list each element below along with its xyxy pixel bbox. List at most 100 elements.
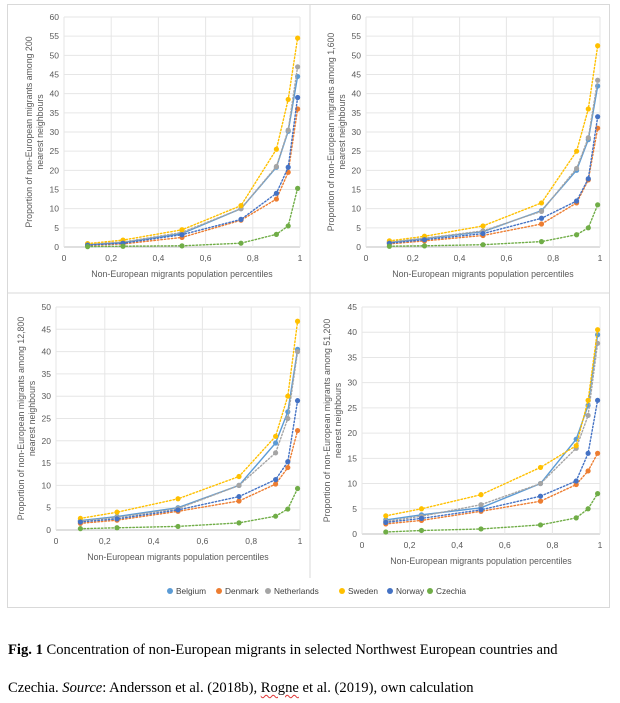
data-point-czechia — [85, 244, 91, 250]
series-line-norway — [86, 96, 299, 246]
series-line-sweden — [86, 37, 299, 245]
data-point-czechia — [538, 239, 545, 245]
x-tick-label: 0,8 — [547, 253, 559, 263]
data-point-norway — [383, 519, 389, 525]
data-point-czechia — [285, 223, 291, 229]
legend-marker-denmark — [216, 588, 222, 594]
data-point-norway — [179, 232, 185, 238]
x-tick-label: 0 — [62, 253, 67, 263]
y-tick-label: 0 — [356, 242, 361, 252]
data-point-czechia — [285, 506, 291, 512]
data-point-norway — [236, 493, 242, 500]
legend-marker-sweden — [339, 588, 345, 594]
y-tick-label: 20 — [352, 165, 362, 175]
legend-marker-netherlands — [265, 588, 271, 594]
series-line-belgium — [388, 85, 599, 244]
y-tick-label: 20 — [348, 428, 358, 438]
caption-citation: Rogne — [260, 680, 299, 696]
data-point-sweden — [538, 200, 545, 206]
data-point-norway — [537, 493, 544, 499]
legend-marker-belgium — [167, 588, 173, 594]
data-point-norway — [285, 459, 291, 465]
y-tick-label: 10 — [348, 479, 358, 489]
y-tick-label: 35 — [50, 108, 60, 118]
data-point-norway — [595, 397, 601, 403]
y-tick-label: 0 — [352, 529, 357, 539]
series-line-denmark — [86, 108, 299, 247]
data-point-netherlands — [285, 127, 291, 133]
data-point-netherlands — [585, 412, 591, 419]
data-point-czechia — [238, 240, 244, 246]
y-axis-title: Proportion of non-European migrants amon… — [326, 33, 347, 232]
series-line-denmark — [385, 452, 599, 525]
data-point-sweden — [294, 318, 301, 324]
series-line-belgium — [385, 334, 599, 521]
x-tick-label: 0,2 — [404, 540, 416, 550]
series-line-netherlands — [79, 350, 299, 522]
x-tick-label: 0,2 — [105, 253, 117, 263]
series-line-czechia — [385, 492, 599, 533]
y-tick-label: 5 — [54, 223, 59, 233]
data-point-czechia — [383, 529, 389, 535]
x-tick-label: 0,4 — [148, 536, 160, 546]
y-tick-label: 60 — [50, 12, 60, 22]
data-point-norway — [285, 164, 291, 170]
data-point-sweden — [236, 473, 242, 480]
data-point-sweden — [238, 203, 244, 209]
y-tick-label: 25 — [50, 146, 60, 156]
data-point-sweden — [585, 397, 591, 403]
y-axis-title: Proportion of non-European migrants amon… — [24, 36, 45, 227]
data-point-denmark — [236, 498, 242, 504]
y-tick-label: 20 — [42, 436, 52, 446]
x-tick-label: 0,8 — [546, 540, 558, 550]
figure-frame — [7, 4, 610, 608]
x-tick-label: 1 — [298, 536, 303, 546]
y-tick-label: 55 — [352, 31, 362, 41]
x-axis-title: Non-European migrants population percent… — [390, 556, 572, 566]
data-point-denmark — [595, 450, 601, 456]
data-point-norway — [478, 507, 484, 513]
data-point-sweden — [595, 43, 601, 49]
y-tick-label: 10 — [42, 480, 52, 490]
data-point-czechia — [585, 225, 591, 231]
data-point-netherlands — [574, 165, 580, 172]
x-tick-label: 0,8 — [245, 536, 257, 546]
chart-figure: Belgium Denmark Netherlands Sweden Norway Cze… — [7, 4, 610, 596]
data-point-sweden — [179, 227, 185, 233]
data-point-norway — [573, 478, 579, 484]
data-point-sweden — [480, 223, 486, 229]
data-point-norway — [585, 450, 591, 456]
data-point-netherlands — [538, 208, 545, 214]
data-point-czechia — [295, 185, 301, 191]
data-point-norway — [77, 519, 83, 525]
data-point-norway — [421, 237, 428, 243]
x-tick-label: 0 — [360, 540, 365, 550]
x-tick-label: 0,6 — [500, 253, 512, 263]
legend-marker-norway — [387, 588, 393, 594]
data-point-norway — [574, 198, 580, 204]
data-point-netherlands — [595, 77, 601, 83]
y-tick-label: 45 — [352, 70, 362, 80]
y-tick-label: 40 — [50, 89, 60, 99]
series-line-czechia — [86, 187, 299, 248]
y-tick-label: 55 — [50, 31, 60, 41]
data-point-czechia — [574, 232, 580, 238]
y-tick-label: 40 — [348, 327, 358, 337]
y-tick-label: 5 — [352, 504, 357, 514]
data-point-netherlands — [285, 415, 291, 422]
data-point-denmark — [285, 464, 291, 471]
data-point-denmark — [538, 221, 545, 227]
x-tick-label: 0 — [54, 536, 59, 546]
data-point-sweden — [285, 96, 291, 103]
data-point-belgium — [273, 440, 279, 446]
figure-label: Fig. 1 — [8, 642, 43, 658]
data-point-sweden — [573, 443, 579, 449]
y-tick-label: 35 — [348, 352, 358, 362]
data-point-denmark — [273, 481, 279, 487]
series-line-belgium — [79, 348, 299, 522]
legend-label-netherlands: Netherlands — [274, 586, 319, 596]
y-tick-label: 15 — [50, 185, 60, 195]
data-point-sweden — [114, 509, 120, 515]
legend-marker-czechia — [427, 588, 433, 594]
data-point-czechia — [585, 506, 591, 512]
